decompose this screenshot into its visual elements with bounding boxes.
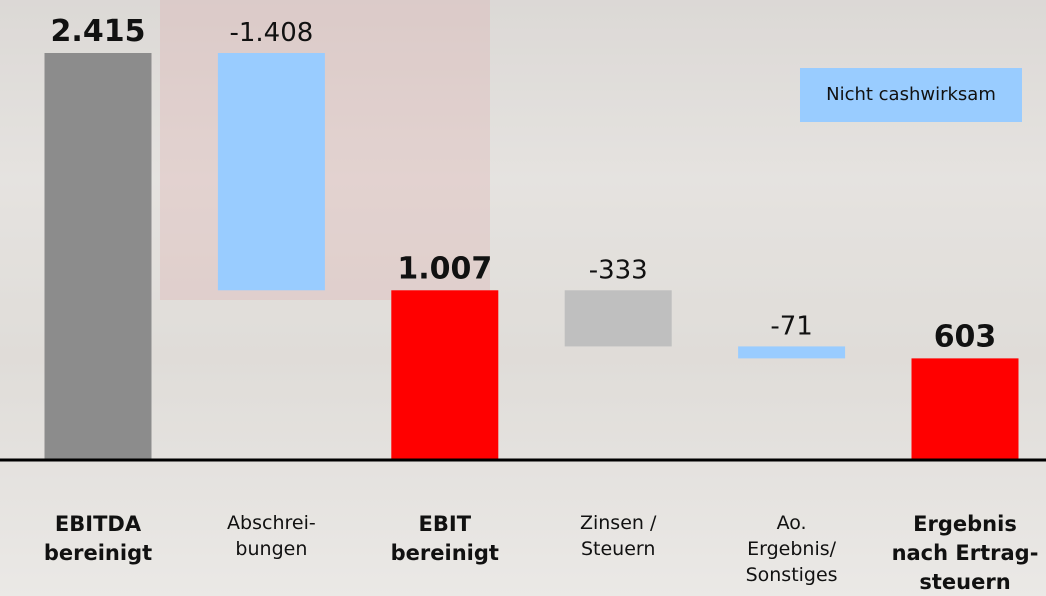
- category-label: Zinsen / Steuern: [579, 512, 657, 560]
- bar: [391, 290, 499, 460]
- value-label: -333: [589, 255, 648, 285]
- category-label: EBITDA bereinigt: [43, 512, 153, 565]
- category-label: Abschrei- bungen: [227, 512, 316, 560]
- category-label: EBIT bereinigt: [390, 512, 499, 565]
- value-label: -1.408: [229, 18, 313, 48]
- bar: [911, 358, 1019, 460]
- category-label: Ergebnis nach Ertrag- steuern: [891, 512, 1039, 594]
- bar: [44, 53, 152, 460]
- background-photo: [160, 0, 490, 300]
- legend: Nicht cashwirksam: [800, 68, 1022, 122]
- bar: [217, 53, 325, 291]
- value-label: 1.007: [397, 251, 492, 286]
- bar: [564, 290, 672, 347]
- bar: [738, 346, 846, 359]
- value-label: 603: [934, 319, 997, 354]
- value-label: -71: [770, 311, 812, 341]
- category-label: Ao. Ergebnis/ Sonstiges: [745, 512, 838, 586]
- value-label: 2.415: [51, 14, 146, 49]
